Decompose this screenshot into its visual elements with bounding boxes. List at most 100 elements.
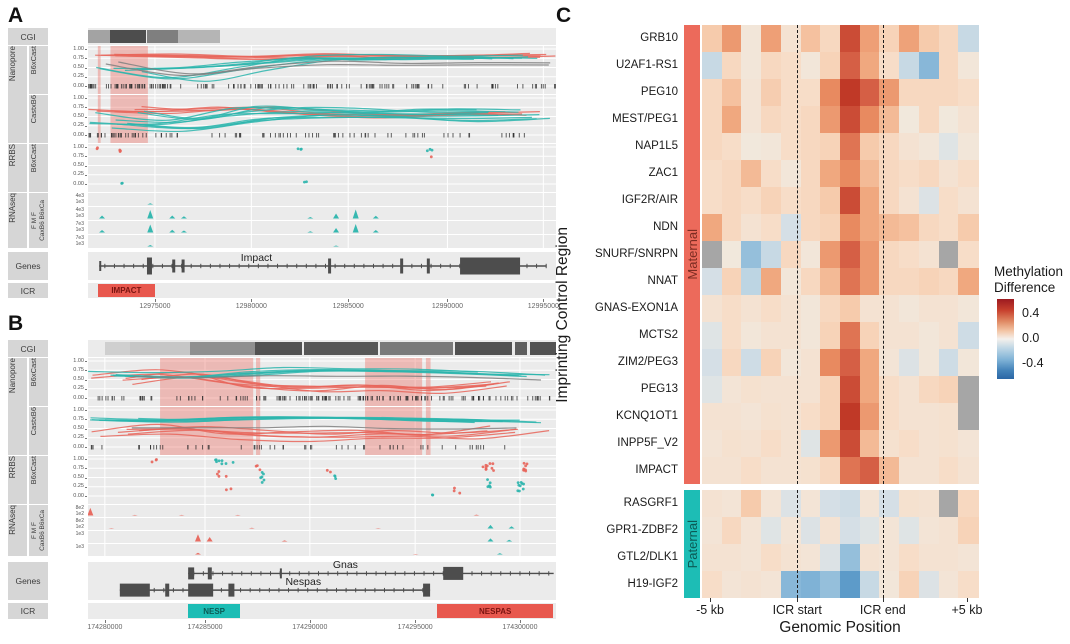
heatmap-cell [820,25,841,52]
heatmap-cell [761,544,782,571]
heatmap-x-tick-label: +5 kb [951,603,983,617]
heatmap-cell [722,241,743,268]
heatmap-cell [879,544,900,571]
heatmap-cell [781,322,802,349]
heatmap-cell [761,79,782,106]
heatmap-cell [801,490,822,517]
heatmap-cell [879,160,900,187]
methylation-read-line [91,423,491,436]
heatmap-cell [958,214,979,241]
legend-tick-mid: 0.0 [1022,331,1040,345]
methylation-read-line [105,63,549,77]
y-tick-mark [85,165,87,167]
y-tick-mark [85,107,87,109]
strip-rnaseq-sub-text1: F M F [31,212,38,229]
heatmap-cell [820,52,841,79]
strip-rnaseq-sub-text2: CaxB6 B6xCa [39,200,46,241]
rnaseq-coverage-peak [169,215,176,219]
heatmap-cell [702,376,723,403]
heatmap-cell [820,241,841,268]
rna-y-tick-label: 1e2 [75,511,84,517]
rrbs-methylation-point [325,468,329,472]
heatmap-cell [939,403,960,430]
heatmap-cell [840,295,861,322]
y-tick-mark [85,174,87,176]
heatmap-cell [919,133,940,160]
heatmap-cell [939,25,960,52]
methylation-read-line [88,366,478,374]
nanopore-track-plot [88,407,556,455]
heatmap-cell [781,187,802,214]
x-axis-tick-label: 174300000 [502,624,538,631]
rnaseq-track-plot [104,544,521,556]
methylation-read-line [137,106,521,121]
heatmap-cell [741,490,762,517]
methylation-read-line [133,375,542,381]
rnaseq-coverage-peak [307,231,314,233]
rnaseq-coverage-peak [99,215,106,219]
x-axis-tick-label: 174295000 [397,624,433,631]
rrbs-methylation-point [217,474,221,478]
rnaseq-coverage-peak [352,209,359,219]
gene-name-label: Impact [240,252,273,264]
heatmap-cell [840,430,861,457]
rrbs-methylation-point [224,474,228,478]
heatmap-cell [702,295,723,322]
heatmap-cell [820,376,841,403]
heatmap-cell [741,322,762,349]
heatmap-cell [801,187,822,214]
heatmap-cell [840,268,861,295]
rrbs-methylation-point [452,489,456,493]
y-tick-label: 0.75 [73,415,84,422]
heatmap-cell [919,79,940,106]
heatmap-cell [702,571,723,598]
heatmap-cell [939,544,960,571]
heatmap-cell [899,349,920,376]
rna-y-tick-label: 8e2 [75,505,84,511]
rrbs-methylation-point [524,464,528,468]
exon-box [279,568,282,579]
rnaseq-coverage-peak [281,540,288,542]
heatmap-cell [820,106,841,133]
heatmap-row-label: ZIM2/PEG3 [617,356,678,368]
heatmap-cell [879,241,900,268]
x-axis-tick-label: 174290000 [292,624,328,631]
heatmap-cell [781,106,802,133]
heatmap-cell [840,571,861,598]
heatmap-cell [702,403,723,430]
heatmap-cell [840,25,861,52]
heatmap-cell [781,160,802,187]
rna-y-tick-label: 1e3 [75,213,84,219]
heatmap-cell [722,133,743,160]
heatmap-cell [840,322,861,349]
icr-boundary-dashed-line [797,490,799,598]
heatmap-cell [722,322,743,349]
heatmap-cell [801,106,822,133]
heatmap-cell [761,25,782,52]
heatmap-cell [879,79,900,106]
heatmap-cell [781,133,802,160]
y-tick-mark [85,58,87,60]
y-tick-label: 1.00 [73,406,84,413]
heatmap-cell [702,214,723,241]
methylation-read-line [115,106,489,124]
heatmap-row-label: IMPACT [635,464,678,476]
heatmap-cell [958,544,979,571]
heatmap-cell [899,376,920,403]
x-axis-tick-mark [415,620,417,623]
heatmap-cell [919,403,940,430]
heatmap-x-tick-label: ICR start [772,603,822,617]
x-axis-tick-label: 174285000 [187,624,223,631]
heatmap-cell [899,517,920,544]
heatmap-cell [939,376,960,403]
heatmap-cell [801,376,822,403]
heatmap-cell [860,160,881,187]
cgi-segment [109,30,147,43]
heatmap-cell [879,322,900,349]
cgi-segment [190,342,256,355]
heatmap-cell [939,295,960,322]
group-strip-label-maternal: Maternal [684,229,700,280]
heatmap-cell [741,214,762,241]
heatmap-cell [879,133,900,160]
heatmap-cell [761,214,782,241]
